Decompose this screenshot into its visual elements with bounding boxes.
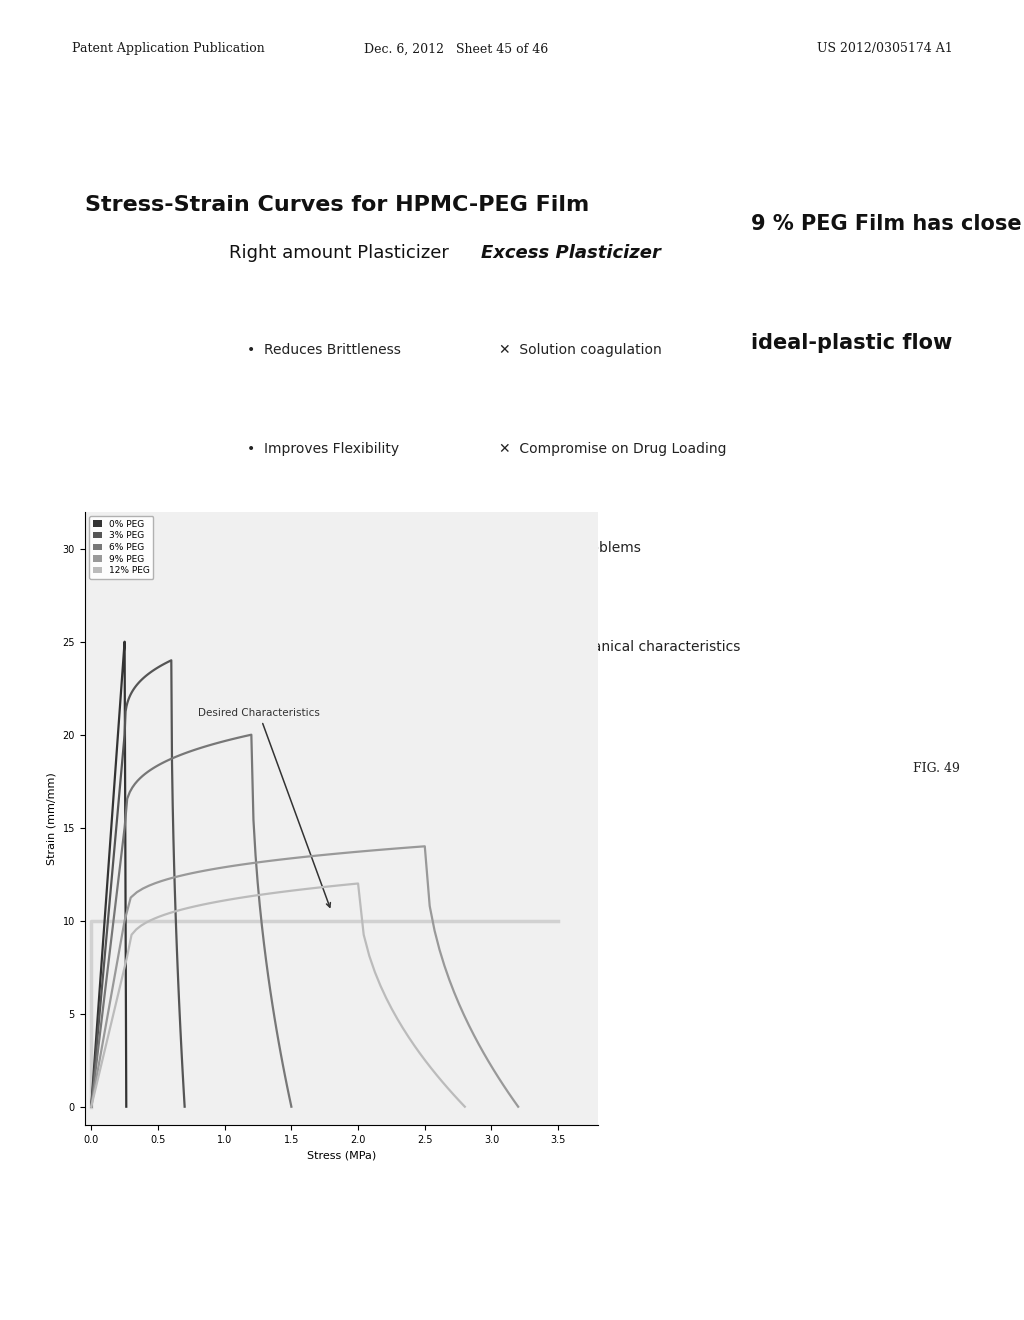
12% PEG [85, 1098, 97, 1114]
0% PEG [115, 682, 127, 698]
6% PEG [286, 1098, 298, 1114]
12% PEG [114, 981, 126, 997]
6% PEG [112, 878, 124, 894]
Text: Excess Plasticizer: Excess Plasticizer [481, 244, 660, 263]
0% PEG [119, 634, 131, 649]
3% PEG [178, 1098, 190, 1114]
12% PEG [109, 1002, 121, 1018]
9% PEG [296, 849, 308, 865]
0% PEG [94, 970, 106, 986]
Text: •  Reduces Brittleness: • Reduces Brittleness [247, 343, 400, 358]
Text: ✕  Compromise on Drug Loading: ✕ Compromise on Drug Loading [499, 442, 727, 457]
3% PEG [165, 652, 177, 668]
0% PEG [113, 714, 125, 730]
0% PEG [112, 730, 124, 746]
0% PEG [85, 1098, 97, 1114]
0% PEG [114, 698, 126, 714]
12% PEG [436, 1074, 449, 1090]
6% PEG [85, 1098, 97, 1114]
0% PEG [101, 874, 114, 890]
3% PEG [174, 1007, 186, 1023]
Text: •  Improves Flexibility: • Improves Flexibility [247, 442, 399, 457]
9% PEG [85, 1098, 97, 1114]
Text: FIG. 49: FIG. 49 [912, 763, 959, 775]
Text: 9 % PEG Film has close to: 9 % PEG Film has close to [752, 214, 1024, 235]
6% PEG [245, 727, 257, 743]
6% PEG [276, 1057, 289, 1073]
0% PEG [116, 665, 128, 681]
6% PEG [270, 1023, 283, 1039]
3% PEG [106, 855, 119, 871]
0% PEG [90, 1035, 102, 1051]
9% PEG [247, 855, 259, 871]
Text: Dec. 6, 2012   Sheet 45 of 46: Dec. 6, 2012 Sheet 45 of 46 [364, 42, 548, 55]
0% PEG [87, 1067, 99, 1082]
Line: 0% PEG: 0% PEG [91, 642, 126, 1106]
0% PEG [99, 907, 112, 923]
Line: 12% PEG: 12% PEG [91, 883, 465, 1106]
Text: ✕  Solution coagulation: ✕ Solution coagulation [499, 343, 662, 358]
0% PEG [110, 762, 122, 777]
6% PEG [194, 741, 206, 756]
0% PEG [111, 746, 123, 762]
0% PEG [104, 826, 117, 842]
0% PEG [118, 649, 130, 665]
6% PEG [173, 747, 185, 763]
X-axis label: Stress (MPa): Stress (MPa) [307, 1151, 376, 1160]
0% PEG [92, 1003, 104, 1019]
12% PEG [459, 1098, 471, 1114]
Text: ✕  Peel-off problems: ✕ Peel-off problems [499, 541, 641, 556]
3% PEG [176, 1049, 188, 1065]
0% PEG [120, 1098, 132, 1114]
Text: US 2012/0305174 A1: US 2012/0305174 A1 [816, 42, 952, 55]
0% PEG [105, 810, 118, 826]
Line: 9% PEG: 9% PEG [91, 846, 518, 1106]
9% PEG [477, 1045, 489, 1061]
3% PEG [112, 804, 124, 820]
Line: 6% PEG: 6% PEG [91, 735, 292, 1106]
6% PEG [106, 916, 119, 932]
0% PEG [95, 954, 108, 970]
9% PEG [112, 952, 124, 968]
Text: Desired Characteristics: Desired Characteristics [198, 708, 331, 907]
0% PEG [109, 777, 121, 793]
3% PEG [146, 663, 159, 678]
Text: •  Improves Bonding: • Improves Bonding [247, 541, 390, 556]
Text: Stress-Strain Curves for HPMC-PEG Film: Stress-Strain Curves for HPMC-PEG Film [85, 195, 589, 215]
12% PEG [220, 892, 232, 908]
0% PEG [100, 890, 113, 906]
Legend: 0% PEG, 3% PEG, 6% PEG, 9% PEG, 12% PEG: 0% PEG, 3% PEG, 6% PEG, 9% PEG, 12% PEG [89, 516, 154, 579]
9% PEG [419, 838, 431, 854]
0% PEG [106, 795, 119, 810]
9% PEG [106, 977, 119, 993]
Text: Right amount Plasticizer: Right amount Plasticizer [228, 244, 449, 263]
0% PEG [96, 939, 109, 954]
Text: ideal-plastic flow: ideal-plastic flow [752, 334, 952, 354]
9% PEG [493, 1069, 505, 1085]
12% PEG [420, 1053, 432, 1069]
12% PEG [352, 875, 365, 891]
Y-axis label: Strain (mm/mm): Strain (mm/mm) [47, 772, 56, 865]
9% PEG [512, 1098, 524, 1114]
0% PEG [88, 1051, 100, 1067]
0% PEG [102, 858, 115, 874]
Text: ✕  Poor mechanical characteristics: ✕ Poor mechanical characteristics [499, 640, 740, 655]
0% PEG [119, 634, 131, 649]
3% PEG [85, 1098, 97, 1114]
0% PEG [103, 842, 116, 858]
Line: 3% PEG: 3% PEG [91, 660, 184, 1106]
0% PEG [91, 1019, 103, 1035]
Text: Patent Application Publication: Patent Application Publication [72, 42, 264, 55]
3% PEG [138, 669, 151, 685]
0% PEG [93, 986, 105, 1002]
0% PEG [86, 1082, 98, 1098]
12% PEG [258, 887, 270, 903]
0% PEG [97, 923, 110, 939]
